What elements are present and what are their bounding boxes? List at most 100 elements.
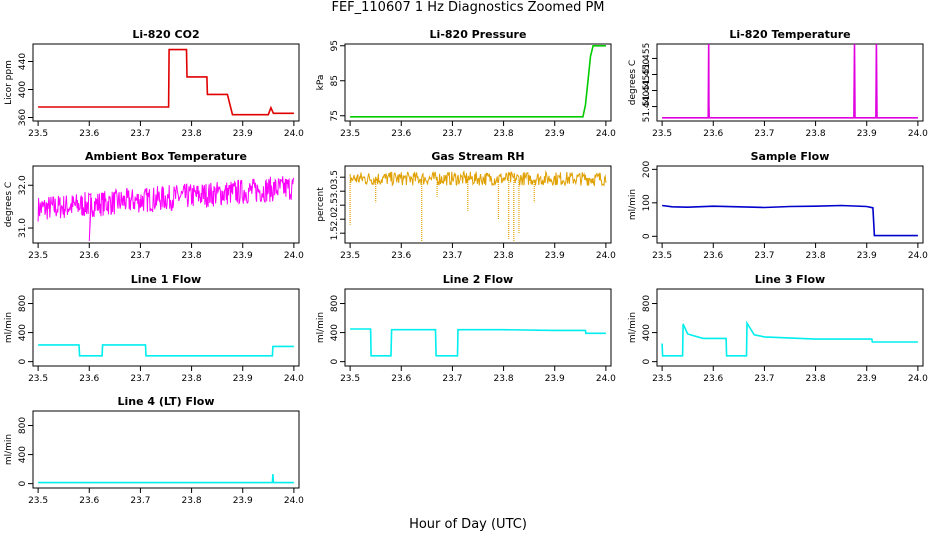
x-tick-label: 23.9: [545, 374, 565, 384]
y-tick-label: 400: [330, 324, 340, 341]
x-tick-label: 24.0: [284, 496, 304, 506]
panel-title: Line 1 Flow: [131, 273, 201, 286]
x-tick-label: 23.5: [28, 129, 48, 139]
series-line: [662, 44, 918, 119]
x-tick-label: 23.6: [391, 374, 411, 384]
plot-frame: [656, 165, 924, 244]
y-axis-label: ml/min: [316, 312, 326, 343]
x-tick-label: 23.7: [754, 251, 774, 261]
y-tick-label: 2.5: [330, 198, 340, 212]
x-tick-label: 23.5: [28, 251, 48, 261]
x-tick-label: 24.0: [284, 251, 304, 261]
x-tick-label: 23.7: [130, 129, 150, 139]
panel-title: Gas Stream RH: [431, 150, 524, 163]
x-tick-label: 23.5: [652, 374, 672, 384]
x-tick-label: 23.8: [494, 129, 514, 139]
x-tick-label: 23.9: [233, 496, 253, 506]
x-tick-label: 23.7: [130, 496, 150, 506]
y-tick-label: 51.455: [642, 43, 652, 75]
x-tick-label: 23.8: [182, 129, 202, 139]
x-tick-label: 23.9: [545, 129, 565, 139]
y-tick-label: 400: [642, 324, 652, 341]
series-line: [661, 204, 918, 237]
y-tick-label: 1.5: [330, 226, 340, 240]
y-tick-label: 0: [18, 359, 28, 365]
x-tick-label: 23.9: [857, 251, 877, 261]
x-tick-label: 24.0: [284, 129, 304, 139]
x-tick-label: 23.8: [806, 374, 826, 384]
y-tick-label: 3.5: [330, 170, 340, 184]
y-tick-label: 800: [330, 295, 340, 312]
x-tick-label: 23.5: [340, 129, 360, 139]
panel-title: Ambient Box Temperature: [85, 150, 247, 163]
x-tick-label: 23.7: [754, 129, 774, 139]
plot-frame: [32, 165, 300, 244]
y-tick-label: 360: [18, 109, 28, 126]
panel-title: Line 2 Flow: [443, 273, 513, 286]
series-line: [38, 344, 294, 357]
x-tick-label: 23.8: [806, 251, 826, 261]
y-tick-label: 51.450: [642, 58, 652, 90]
x-tick-label: 23.8: [806, 129, 826, 139]
y-axis-label: degrees C: [628, 60, 638, 105]
x-tick-label: 23.6: [79, 374, 99, 384]
x-tick-label: 24.0: [908, 129, 928, 139]
y-axis-label: ml/min: [4, 312, 14, 343]
x-tick-label: 23.6: [79, 251, 99, 261]
plot-frame: [32, 288, 300, 367]
chart-panel-5: Gas Stream RH percent 23.5 23.6 23.7 23.8 23.9…: [316, 150, 616, 261]
chart-panel-4: Ambient Box Temperature degrees C 23.5 23.6…: [4, 150, 304, 261]
x-tick-label: 23.7: [442, 129, 462, 139]
y-tick-label: 85: [330, 75, 340, 86]
y-tick-label: 3.0: [330, 184, 340, 199]
y-tick-label: 440: [18, 53, 28, 70]
x-tick-label: 23.8: [182, 374, 202, 384]
x-tick-label: 23.6: [391, 251, 411, 261]
y-tick-label: 0: [642, 359, 652, 365]
x-tick-label: 23.8: [494, 251, 514, 261]
x-tick-label: 23.9: [545, 251, 565, 261]
chart-panel-10: Line 4 (LT) Flow ml/min 23.5 23.6 23.7 23.8 23…: [4, 395, 304, 506]
y-tick-label: 800: [18, 417, 28, 434]
x-tick-label: 23.5: [28, 496, 48, 506]
x-tick-label: 23.8: [182, 251, 202, 261]
x-tick-label: 24.0: [284, 374, 304, 384]
x-tick-label: 23.6: [703, 374, 723, 384]
x-tick-label: 23.7: [754, 374, 774, 384]
series-line: [349, 170, 607, 187]
panel-title: Line 4 (LT) Flow: [118, 395, 215, 408]
y-tick-label: 0: [330, 359, 340, 365]
x-tick-label: 23.6: [703, 251, 723, 261]
chart-panel-3: Li-820 Temperature degrees C 23.5 23.6 23.7 2…: [628, 28, 928, 139]
y-axis-label: ml/min: [4, 434, 14, 465]
y-axis-label: percent: [316, 187, 326, 222]
x-tick-label: 23.9: [857, 374, 877, 384]
x-tick-label: 23.9: [857, 129, 877, 139]
y-axis-label: ml/min: [628, 189, 638, 220]
plot-frame: [32, 43, 300, 122]
x-tick-label: 23.7: [130, 374, 150, 384]
y-tick-label: 95: [330, 40, 340, 51]
plot-frame: [656, 43, 924, 122]
plot-frame: [32, 410, 300, 489]
y-tick-label: 400: [18, 324, 28, 341]
y-tick-label: 400: [18, 446, 28, 463]
x-tick-label: 24.0: [596, 374, 616, 384]
x-tick-label: 23.9: [233, 374, 253, 384]
y-axis-label: degrees C: [4, 182, 14, 227]
chart-panel-7: Line 1 Flow ml/min 23.5 23.6 23.7 23.8 23.9 24.…: [4, 273, 304, 384]
chart-panel-9: Line 3 Flow ml/min 23.5 23.6 23.7 23.8 23.9 24.…: [628, 273, 928, 384]
chart-panel-8: Line 2 Flow ml/min 23.5 23.6 23.7 23.8 23.9 24.…: [316, 273, 616, 384]
y-axis-label: ml/min: [628, 312, 638, 343]
series-line: [350, 328, 606, 357]
x-tick-label: 24.0: [596, 251, 616, 261]
plot-frame: [344, 43, 612, 122]
panel-title: Li-820 Temperature: [729, 28, 850, 41]
x-tick-label: 23.6: [79, 496, 99, 506]
chart-panel-6: Sample Flow ml/min 23.5 23.6 23.7 23.8 23.9 24.…: [628, 150, 928, 261]
x-tick-label: 23.8: [182, 496, 202, 506]
chart-panel-1: Li-820 CO2 Licor ppm 23.5 23.6 23.7 23.8 23.9 2…: [4, 28, 304, 139]
y-tick-label: 32.0: [18, 175, 28, 195]
x-tick-label: 23.6: [703, 129, 723, 139]
